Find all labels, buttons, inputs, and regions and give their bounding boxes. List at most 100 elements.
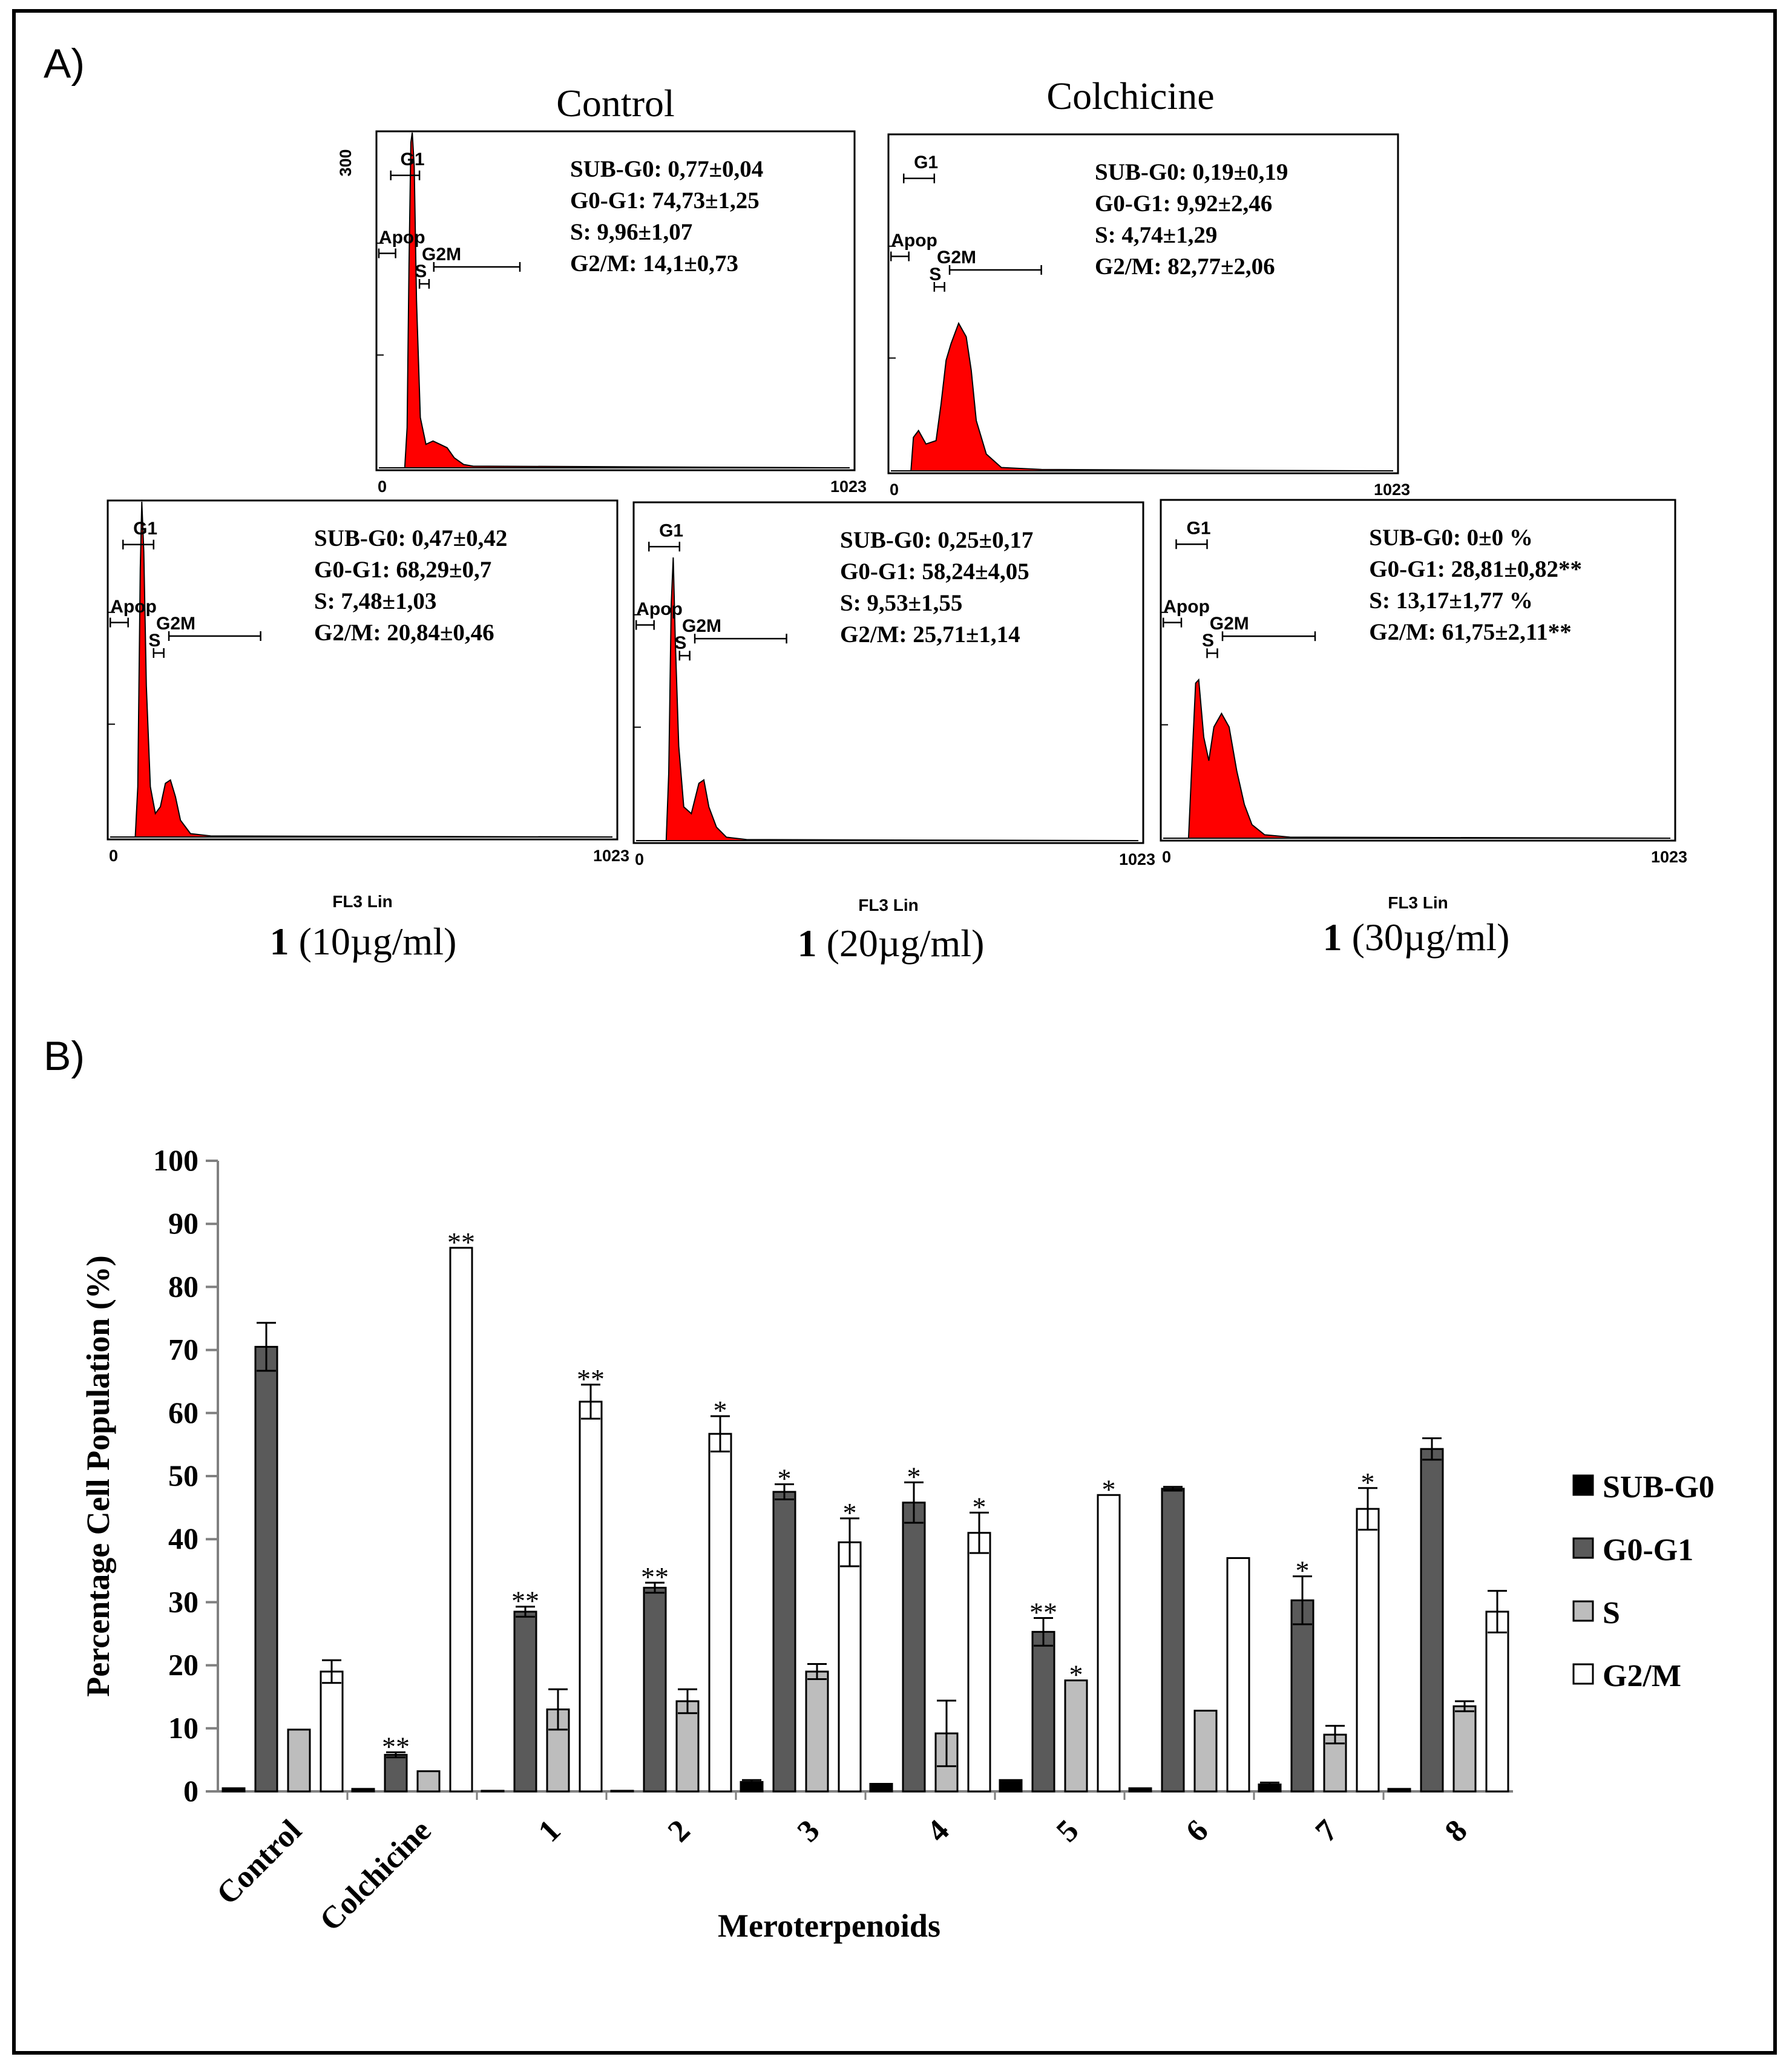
histogram-title: 1 (20µg/ml) bbox=[798, 922, 985, 965]
gate-label-s: S bbox=[674, 633, 686, 653]
legend-label: SUB-G0 bbox=[1603, 1470, 1715, 1505]
significance-mark: * bbox=[1102, 1474, 1116, 1505]
gate-label-g2m: G2M bbox=[422, 245, 461, 264]
legend-label: S bbox=[1603, 1596, 1620, 1630]
gate-marker-g2m: G2M bbox=[1210, 614, 1316, 642]
bar-chart: 0 10 20 30 40 50 60 70 80 90 100 Percentage Cell Po… bbox=[80, 1143, 1715, 1944]
gate-marker-apop: Apop bbox=[890, 231, 937, 261]
error-bar bbox=[970, 1511, 989, 1554]
gate-marker-g1: G1 bbox=[1175, 518, 1211, 550]
histogram-xmin: 0 bbox=[890, 481, 899, 499]
histogram-title-concentration: (10µg/ml) bbox=[299, 920, 457, 963]
bar-g2-m bbox=[1485, 1610, 1509, 1793]
bar-g2-m bbox=[1097, 1494, 1121, 1793]
bar-g0-g1 bbox=[1420, 1448, 1444, 1793]
bar-s bbox=[805, 1670, 829, 1793]
error-bar bbox=[581, 1383, 600, 1420]
stat-line: S: 4,74±1,29 bbox=[1095, 222, 1217, 248]
stat-line: G0-G1: 9,92±2,46 bbox=[1095, 191, 1272, 217]
gate-label-g1: G1 bbox=[659, 520, 683, 540]
stat-line: G0-G1: 28,81±0,82** bbox=[1369, 556, 1582, 582]
stat-line: SUB-G0: 0,77±0,04 bbox=[570, 156, 763, 182]
histogram-xmax: 1023 bbox=[1651, 848, 1687, 866]
histogram-title-compound: 1 bbox=[798, 922, 827, 965]
error-bar bbox=[1455, 1700, 1474, 1713]
x-tick-label: Control bbox=[210, 1813, 308, 1911]
panel-label-b: B) bbox=[44, 1033, 85, 1079]
error-bar bbox=[1163, 1486, 1183, 1492]
legend-item: S bbox=[1572, 1596, 1620, 1630]
bar-g0-g1 bbox=[772, 1491, 796, 1793]
y-tick-label: 20 bbox=[168, 1648, 199, 1682]
bar-g2-m bbox=[579, 1400, 603, 1793]
stat-line: G2/M: 25,71±1,14 bbox=[840, 622, 1020, 648]
histogram-xmax: 1023 bbox=[593, 847, 629, 865]
gate-label-apop: Apop bbox=[1163, 597, 1210, 617]
bar-g0-g1 bbox=[1161, 1488, 1185, 1793]
histogram-title-concentration: (30µg/ml) bbox=[1352, 916, 1510, 959]
histogram-xmin: 0 bbox=[378, 478, 387, 496]
bar-sub-g0 bbox=[351, 1788, 375, 1793]
gate-marker-apop: Apop bbox=[1163, 597, 1210, 628]
stat-line: G0-G1: 74,73±1,25 bbox=[570, 188, 760, 214]
gate-label-g1: G1 bbox=[1187, 518, 1211, 538]
histogram-xmin: 0 bbox=[109, 847, 118, 865]
error-bar bbox=[1358, 1487, 1377, 1531]
stat-line: S: 7,48±1,03 bbox=[314, 588, 436, 614]
stat-line: G2/M: 20,84±0,46 bbox=[314, 620, 494, 646]
bar-g0-g1 bbox=[643, 1586, 667, 1793]
gate-marker-g2m: G2M bbox=[937, 248, 1042, 275]
gate-label-g2m: G2M bbox=[1210, 614, 1249, 634]
gate-label-s: S bbox=[415, 261, 427, 281]
bar-s bbox=[1064, 1679, 1088, 1793]
x-tick-label: 6 bbox=[1180, 1813, 1215, 1849]
panel-label-a: A) bbox=[44, 41, 85, 87]
bar-g2-m bbox=[320, 1670, 344, 1793]
histogram-ytick-label: 300 bbox=[336, 149, 355, 176]
gate-label-apop: Apop bbox=[891, 231, 937, 251]
gate-marker-g1: G1 bbox=[903, 153, 938, 183]
bar-g2-m bbox=[708, 1433, 732, 1793]
x-tick-label: 8 bbox=[1439, 1813, 1474, 1849]
error-bar bbox=[1260, 1781, 1279, 1788]
histogram-xmin: 0 bbox=[1162, 848, 1171, 866]
histogram-profile bbox=[110, 501, 613, 838]
legend-swatch bbox=[1572, 1600, 1594, 1622]
gate-label-apop: Apop bbox=[379, 228, 425, 248]
significance-mark: * bbox=[1361, 1467, 1375, 1498]
stat-line: G2/M: 82,77±2,06 bbox=[1095, 254, 1275, 280]
stat-line: SUB-G0: 0,25±0,17 bbox=[840, 527, 1033, 553]
histogram-frame bbox=[375, 130, 856, 471]
histogram-xmax: 1023 bbox=[830, 478, 867, 496]
error-bar bbox=[937, 1699, 956, 1767]
x-tick-label: 1 bbox=[532, 1813, 568, 1849]
gate-marker-apop: Apop bbox=[109, 597, 157, 628]
gate-marker-apop: Apop bbox=[378, 228, 425, 258]
stat-line: G2/M: 14,1±0,73 bbox=[570, 251, 738, 277]
significance-mark: * bbox=[1069, 1659, 1083, 1690]
x-tick-label: 3 bbox=[791, 1813, 827, 1849]
histogram-profile bbox=[379, 132, 850, 468]
significance-mark: ** bbox=[1029, 1597, 1057, 1627]
error-bar bbox=[257, 1322, 276, 1372]
gate-label-g1: G1 bbox=[401, 149, 425, 169]
y-tick-label: 0 bbox=[183, 1774, 199, 1808]
y-tick-label: 90 bbox=[168, 1206, 199, 1240]
significance-mark: * bbox=[714, 1395, 727, 1426]
gate-marker-g1: G1 bbox=[648, 520, 683, 552]
histogram-axis-label: FL3 Lin bbox=[1388, 893, 1448, 912]
x-axis-title: Meroterpenoids bbox=[718, 1908, 940, 1944]
legend-item: G2/M bbox=[1572, 1659, 1681, 1693]
bar-s bbox=[416, 1770, 441, 1793]
bar-sub-g0 bbox=[999, 1779, 1023, 1793]
error-bar bbox=[1293, 1575, 1312, 1626]
error-bar bbox=[711, 1415, 730, 1452]
histogram-frame bbox=[632, 501, 1144, 844]
bar-g0-g1 bbox=[1290, 1599, 1314, 1793]
error-bar bbox=[1325, 1725, 1345, 1745]
bar-sub-g0 bbox=[222, 1787, 246, 1793]
histogram-title-compound: 1 bbox=[1323, 916, 1352, 959]
stat-line: G2/M: 61,75±2,11** bbox=[1369, 619, 1571, 645]
significance-mark: ** bbox=[382, 1731, 410, 1762]
